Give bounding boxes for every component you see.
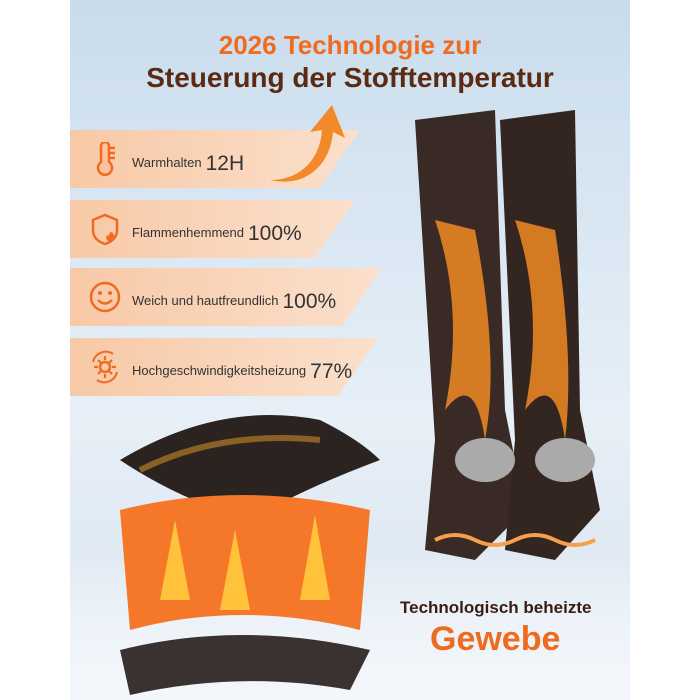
feature-warmhalten: Warmhalten 12H: [70, 130, 360, 188]
feature-value: 100%: [282, 290, 337, 313]
caption-line2: Gewebe: [430, 620, 561, 658]
shield-flame-icon: [88, 212, 122, 246]
feature-heizung: Hochgeschwindigkeitsheizung 77%: [70, 338, 378, 396]
caption-line1: Technologisch beheizte: [400, 598, 592, 617]
headline-line1: 2026 Technologie zur: [218, 30, 482, 60]
feature-value: 100%: [248, 222, 302, 245]
heat-arrow-icon: [270, 105, 345, 182]
sun-cycle-icon: [88, 350, 122, 384]
feature-flammenhemmend: Flammenhemmend 100%: [70, 200, 355, 258]
feature-label: Weich und hautfreundlich: [132, 293, 279, 308]
thermometer-icon: [88, 142, 122, 176]
heated-fabric-layers-illustration: [120, 415, 380, 695]
feature-value: 77%: [310, 360, 353, 383]
headline-line2: Steuerung der Stofftemperatur: [146, 62, 554, 93]
smiley-icon: [88, 280, 122, 314]
feature-label: Flammenhemmend: [132, 225, 244, 240]
feature-value: 12H: [205, 152, 245, 175]
feature-weich: Weich und hautfreundlich 100%: [70, 268, 382, 326]
product-image: 2026 Technologie zur Steuerung der Stoff…: [70, 0, 630, 700]
feature-label: Hochgeschwindigkeitsheizung: [132, 363, 307, 378]
feature-label: Warmhalten: [132, 155, 202, 170]
heated-socks-photo: [415, 110, 600, 560]
